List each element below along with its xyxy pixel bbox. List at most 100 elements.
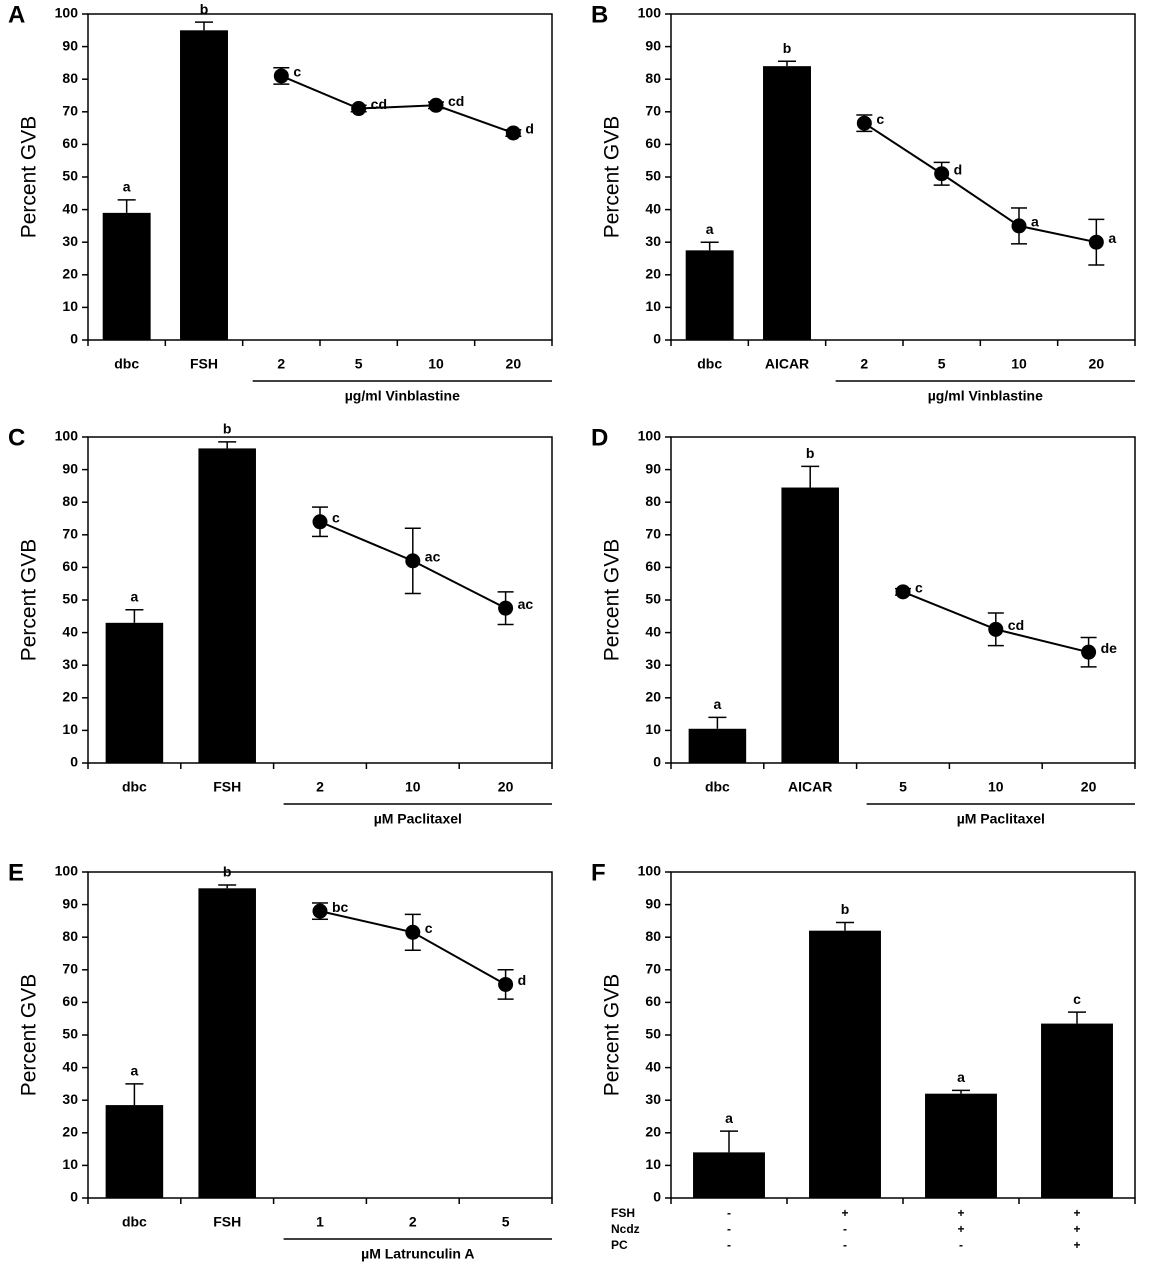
- y-tick-label: 50: [645, 591, 661, 607]
- point: [498, 976, 514, 992]
- y-tick-label: 90: [645, 895, 661, 911]
- x-tick-label: FSH: [213, 779, 241, 795]
- significance-letter: d: [518, 972, 527, 988]
- row-sign: +: [841, 1206, 848, 1220]
- panel-letter: D: [591, 424, 608, 451]
- y-tick-label: 100: [55, 863, 79, 879]
- x-tick-label: dbc: [122, 779, 147, 795]
- y-tick-label: 40: [62, 1058, 78, 1074]
- point: [273, 68, 289, 84]
- point: [351, 101, 367, 117]
- point: [934, 166, 950, 182]
- y-tick-label: 70: [645, 526, 661, 542]
- y-tick-label: 80: [645, 493, 661, 509]
- y-tick-label: 100: [55, 428, 79, 444]
- group-label: µg/ml Vinblastine: [928, 388, 1043, 404]
- y-tick-label: 20: [62, 689, 78, 705]
- y-tick-label: 90: [645, 460, 661, 476]
- y-tick-label: 80: [62, 70, 78, 86]
- y-tick-label: 70: [62, 103, 78, 119]
- y-tick-label: 10: [62, 298, 78, 314]
- x-tick-label: 10: [405, 779, 421, 795]
- significance-letter: d: [525, 121, 534, 137]
- significance-letter: b: [223, 421, 232, 437]
- row-sign: -: [843, 1222, 847, 1236]
- plot-frame: [670, 436, 1136, 764]
- significance-letter: c: [332, 509, 340, 525]
- y-tick-label: 20: [645, 266, 661, 282]
- y-tick-label: 10: [645, 1156, 661, 1172]
- y-tick-label: 0: [653, 754, 661, 770]
- x-tick-label: 5: [938, 356, 946, 372]
- y-tick-label: 40: [62, 200, 78, 216]
- x-tick-label: dbc: [122, 1214, 147, 1230]
- significance-letter: b: [223, 864, 232, 880]
- point: [895, 584, 911, 600]
- row-sign: -: [727, 1222, 731, 1236]
- y-axis-label: Percent GVB: [18, 116, 41, 239]
- panel-letter: C: [8, 424, 25, 451]
- y-tick-label: 70: [645, 103, 661, 119]
- y-tick-label: 0: [70, 754, 78, 770]
- significance-letter: a: [1031, 214, 1039, 230]
- y-tick-label: 40: [645, 1058, 661, 1074]
- y-axis-label: Percent GVB: [18, 539, 41, 662]
- y-tick-label: 90: [62, 37, 78, 53]
- significance-letter: a: [714, 696, 722, 712]
- significance-letter: a: [725, 1110, 733, 1126]
- y-tick-label: 0: [70, 331, 78, 347]
- significance-letter: b: [783, 40, 792, 56]
- significance-letter: cd: [448, 93, 464, 109]
- y-tick-label: 100: [55, 5, 79, 21]
- significance-letter: c: [293, 64, 301, 80]
- y-axis-label: Percent GVB: [601, 539, 624, 662]
- y-tick-label: 60: [62, 135, 78, 151]
- line: [280, 75, 514, 134]
- x-tick-label: 20: [506, 356, 522, 372]
- point: [405, 924, 421, 940]
- y-tick-label: 30: [645, 233, 661, 249]
- line: [863, 122, 1097, 244]
- y-tick-label: 90: [62, 895, 78, 911]
- panel-letter: B: [591, 1, 608, 28]
- y-tick-label: 90: [645, 37, 661, 53]
- point: [312, 903, 328, 919]
- significance-letter: cd: [1008, 617, 1024, 633]
- y-tick-label: 60: [62, 993, 78, 1009]
- row-label: FSH: [611, 1206, 635, 1220]
- y-axis-label: Percent GVB: [601, 974, 624, 1097]
- x-tick-label: 20: [1081, 779, 1097, 795]
- significance-letter: a: [131, 1063, 139, 1079]
- y-tick-label: 50: [62, 591, 78, 607]
- x-tick-label: 10: [1011, 356, 1027, 372]
- bar: [809, 930, 881, 1198]
- row-sign: +: [957, 1222, 964, 1236]
- x-tick-label: 20: [498, 779, 514, 795]
- row-sign: -: [959, 1238, 963, 1252]
- significance-letter: a: [123, 179, 131, 195]
- point: [498, 600, 514, 616]
- group-label: µM Paclitaxel: [957, 811, 1045, 827]
- y-tick-label: 80: [62, 493, 78, 509]
- bar: [180, 30, 228, 341]
- point: [1081, 644, 1097, 660]
- y-tick-label: 30: [645, 656, 661, 672]
- bar: [102, 212, 151, 340]
- y-axis-label: Percent GVB: [601, 116, 624, 239]
- y-tick-label: 0: [653, 1189, 661, 1205]
- x-tick-label: FSH: [190, 356, 218, 372]
- y-tick-label: 20: [62, 1124, 78, 1140]
- y-tick-label: 60: [645, 558, 661, 574]
- y-tick-label: 40: [645, 200, 661, 216]
- y-tick-label: 60: [645, 135, 661, 151]
- y-tick-label: 10: [62, 721, 78, 737]
- y-tick-label: 50: [62, 1026, 78, 1042]
- y-tick-label: 50: [645, 168, 661, 184]
- x-tick-label: AICAR: [788, 779, 832, 795]
- y-tick-label: 100: [638, 863, 662, 879]
- significance-letter: cd: [371, 96, 387, 112]
- significance-letter: de: [1101, 640, 1118, 656]
- bar: [763, 66, 811, 340]
- y-tick-label: 30: [62, 656, 78, 672]
- x-tick-label: 5: [899, 779, 907, 795]
